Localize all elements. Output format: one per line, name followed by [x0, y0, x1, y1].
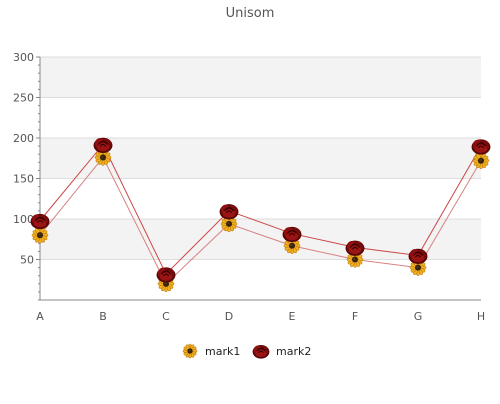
legend: mark1 mark2: [182, 343, 311, 359]
x-tick-label: B: [99, 310, 107, 323]
point-mark2-E: [282, 226, 302, 243]
grid-band: [40, 219, 481, 260]
chart-title: Unisom: [226, 6, 275, 21]
point-mark1-A: [31, 226, 49, 244]
point-mark1-H: [472, 152, 490, 169]
y-tick-label: 50: [20, 254, 34, 267]
y-tick-label: 200: [13, 132, 34, 145]
point-mark2-B: [93, 137, 113, 154]
y-tick-label: 150: [13, 173, 34, 186]
grid-bands: [40, 57, 481, 260]
series-lines: [39, 143, 482, 285]
point-mark1-D: [220, 215, 238, 233]
x-tick-label: A: [36, 310, 44, 323]
point-mark2-A: [30, 213, 50, 230]
series-line-mark1: [39, 156, 482, 285]
x-tick-label: E: [289, 310, 296, 323]
x-tick-label: D: [225, 310, 233, 323]
y-tick-label: 300: [13, 51, 34, 64]
point-mark1-B: [94, 149, 112, 166]
grid-band: [40, 138, 481, 179]
point-mark2-G: [408, 248, 428, 264]
legend-label-mark1: mark1: [205, 345, 240, 358]
point-mark2-H: [471, 139, 491, 155]
x-tick-label: C: [162, 310, 170, 323]
y-tick-label: 100: [13, 213, 34, 226]
rose-icon: [252, 345, 270, 359]
y-tick-label: 250: [13, 92, 34, 105]
series-line-mark2: [39, 143, 482, 275]
x-tick-label: G: [414, 310, 423, 323]
legend-label-mark2: mark2: [276, 345, 311, 358]
point-mark2-F: [345, 240, 365, 256]
point-mark2-C: [156, 267, 176, 283]
sunflower-icon: [182, 343, 198, 359]
axes: 50 100 150 200 250 300 A B C D E F G H: [13, 51, 485, 323]
grid-band: [40, 57, 481, 98]
point-mark2-D: [219, 204, 239, 220]
series-markers: [30, 137, 491, 293]
x-tick-label: F: [352, 310, 358, 323]
x-tick-label: H: [477, 310, 485, 323]
